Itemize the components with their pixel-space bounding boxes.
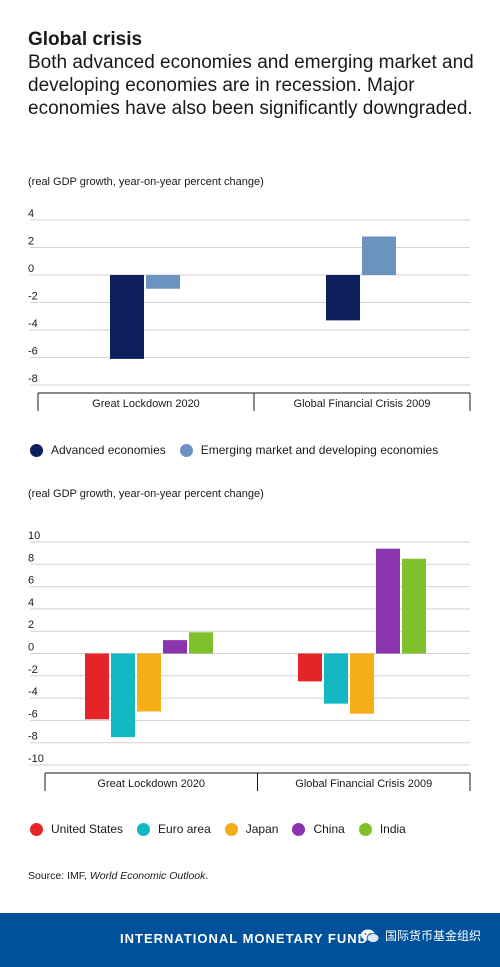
chart2-legend-swatch <box>137 822 151 836</box>
chart1-note: (real GDP growth, year-on-year percent c… <box>28 176 264 188</box>
chart2-legend: United States Euro area Japan China India <box>30 822 420 836</box>
chart2-y-tick-label: 0 <box>28 642 34 654</box>
chart2-legend-item: United States <box>30 822 123 836</box>
chart2-category-label: Global Financial Crisis 2009 <box>295 778 432 790</box>
chart1-legend: Advanced economies Emerging market and de… <box>30 443 452 457</box>
chart2-bar <box>324 653 348 704</box>
chart2-legend-swatch <box>292 822 306 836</box>
chart1-y-tick-label: -4 <box>28 318 38 330</box>
chart2-bar <box>111 653 135 738</box>
chart1-legend-item: Advanced economies <box>30 443 166 457</box>
chart1-category-label: Global Financial Crisis 2009 <box>294 398 431 410</box>
footer-bar: INTERNATIONAL MONETARY FUND 国际货币基金组织 <box>0 913 500 967</box>
chart2-y-tick-label: -4 <box>28 686 38 698</box>
chart2-legend-item: China <box>292 822 345 836</box>
chart1-legend-label: Emerging market and developing economies <box>200 443 439 457</box>
chart1-bar <box>146 275 180 289</box>
source-suffix: . <box>205 870 209 882</box>
chart2-legend-label: Japan <box>245 822 279 836</box>
chart2-legend-label: United States <box>51 822 124 836</box>
chart2-legend-swatch <box>224 822 238 836</box>
chart-title: Global crisis <box>28 29 143 50</box>
chart2-bar <box>402 558 426 654</box>
chart1-bar <box>362 236 396 275</box>
chart2-y-tick-label: -10 <box>28 753 44 765</box>
chart2-bar <box>189 632 213 654</box>
chart2-bar <box>298 653 322 682</box>
chart2-legend-swatch <box>358 822 372 836</box>
chart2-y-tick-label: 10 <box>28 530 40 542</box>
chart2-legend-label: China <box>313 822 345 836</box>
chart1-legend-swatch <box>179 443 193 457</box>
chart1-svg: 4 2 0 -2 -4 -6 -8 Great Lockdown 2020 Global Fin… <box>28 208 471 411</box>
chart2-bar <box>85 653 109 720</box>
chart2-legend-label: India <box>379 822 406 836</box>
chart2-svg: 10 8 6 4 2 0 -2 -4 -6 -8 -10 Great Lockdown 2020 Glo… <box>28 530 471 791</box>
chart2-bar <box>350 653 374 714</box>
chart2-y-tick-label: 6 <box>28 575 34 587</box>
chart2-legend-item: Japan <box>224 822 279 836</box>
chart2-legend-item: Euro area <box>137 822 211 836</box>
chart2-y-tick-label: -2 <box>28 664 38 676</box>
chart2-legend-item: India <box>358 822 406 836</box>
chart2-legend-swatch <box>30 822 43 836</box>
chart1-y-tick-label: -6 <box>28 346 38 358</box>
chart2-bar <box>163 640 187 654</box>
chart2-note: (real GDP growth, year-on-year percent c… <box>28 488 264 500</box>
source-publication: World Economic Outlook <box>89 870 206 882</box>
chart2-y-tick-label: 2 <box>28 619 34 631</box>
chart1-y-tick-label: -8 <box>28 373 38 385</box>
chart2-y-tick-label: -6 <box>28 708 38 720</box>
imf-brand: INTERNATIONAL MONETARY FUND <box>120 931 368 946</box>
chart1-y-tick-label: 0 <box>28 263 34 275</box>
chart1-category-label: Great Lockdown 2020 <box>92 398 200 410</box>
chart2-y-tick-label: -8 <box>28 731 38 743</box>
chart1-legend-label: Advanced economies <box>51 443 166 457</box>
chart2-bar <box>137 653 161 712</box>
chart1-y-tick-label: 2 <box>28 236 34 248</box>
wechat-icon <box>361 929 380 943</box>
chart1-bar <box>326 275 360 321</box>
chart1-legend-item: Emerging market and developing economies <box>179 443 439 457</box>
chart1-y-tick-label: 4 <box>28 208 34 220</box>
chart2-y-tick-label: 8 <box>28 552 34 564</box>
chart1-bar <box>110 275 144 359</box>
chart-subtitle: Both advanced economies and emerging mar… <box>28 52 474 119</box>
chart2-legend-label: Euro area <box>158 822 211 836</box>
chart2-y-tick-label: 4 <box>28 597 34 609</box>
wechat-badge[interactable]: 国际货币基金组织 <box>360 927 481 944</box>
chart1-y-tick-label: -2 <box>28 291 38 303</box>
source-note: Source: IMF, World Economic Outlook. <box>28 870 208 882</box>
source-prefix: Source: IMF, <box>28 870 90 882</box>
chart2-category-label: Great Lockdown 2020 <box>97 778 205 790</box>
wechat-label: 国际货币基金组织 <box>385 929 482 943</box>
chart1-legend-swatch <box>30 443 43 457</box>
chart2-bar <box>376 548 400 654</box>
title-block: Global crisis Both advanced economies an… <box>28 28 478 120</box>
